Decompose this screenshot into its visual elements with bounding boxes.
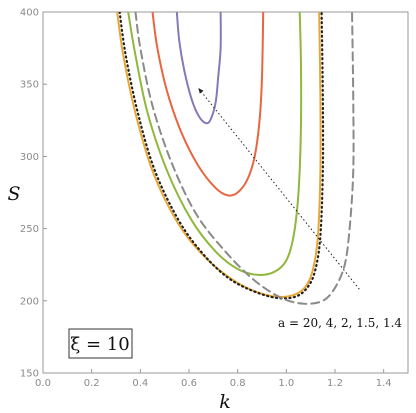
x-tick-label: 1.4: [376, 378, 392, 389]
xi-label-box: ξ = 10: [68, 328, 133, 359]
x-tick-label: 0.0: [35, 378, 51, 389]
y-tick-label: 150: [20, 369, 39, 380]
y-tick-label: 300: [20, 152, 39, 163]
x-tick-label: 0.8: [230, 378, 246, 389]
x-axis-label: k: [219, 391, 231, 413]
series-line-4: [151, 12, 265, 197]
y-axis-label: S: [7, 183, 20, 205]
series-line-5: [175, 12, 222, 125]
series-line-3: [127, 12, 303, 276]
annotation-label: a = 20, 4, 2, 1.5, 1.4: [278, 316, 402, 330]
series-line-6: [134, 12, 355, 305]
y-tick-label: 200: [20, 296, 39, 307]
series-group: [116, 12, 355, 305]
y-tick-label: 400: [20, 8, 39, 19]
y-tick-label: 250: [20, 224, 39, 235]
xi-label: ξ = 10: [70, 334, 129, 355]
x-tick-label: 0.4: [132, 378, 148, 389]
x-tick-label: 1.2: [327, 378, 343, 389]
plot-frame: [42, 11, 409, 374]
y-tick-label: 350: [20, 80, 39, 91]
annotation-arrow: [198, 88, 360, 290]
axis-ticks: 0.0 0.2 0.4 0.6 0.8 1.0 1.2 1.4 150 200 250 300 350 4…: [20, 8, 392, 390]
x-tick-label: 0.2: [84, 378, 100, 389]
x-tick-label: 1.0: [278, 378, 294, 389]
x-tick-label: 0.6: [181, 378, 197, 389]
series-line-2: [118, 12, 325, 300]
